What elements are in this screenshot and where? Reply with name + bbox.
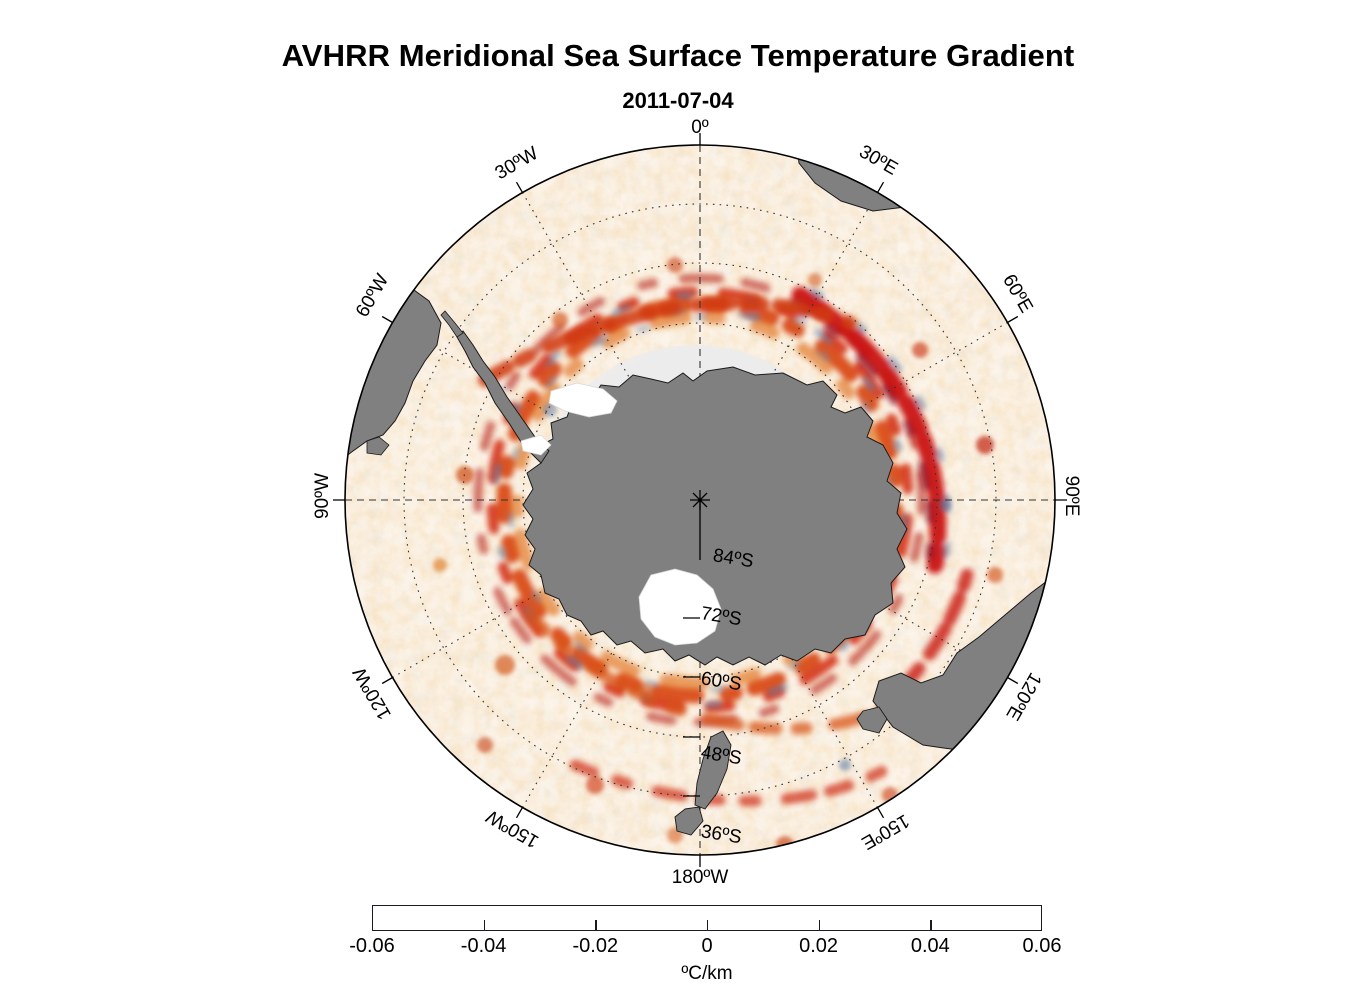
landmasses xyxy=(345,145,1055,836)
colorbar-tick xyxy=(707,920,709,931)
colorbar: -0.06 -0.04 -0.02 0 0.02 0.04 0.06 ºC/km xyxy=(349,905,1061,984)
page-title: AVHRR Meridional Sea Surface Temperature… xyxy=(281,38,1075,73)
figure-date-subtitle: 2011-07-04 xyxy=(622,88,734,113)
colorbar-tick xyxy=(818,920,820,931)
meridian-label-90E: 90ºE xyxy=(1061,475,1082,517)
polar-map: 0º 30ºE 60ºE 90ºE 120ºE 150ºE 180ºW 150º… xyxy=(312,117,1082,888)
colorbar-tick-label: 0 xyxy=(701,935,713,957)
antarctica-landmass xyxy=(522,366,908,666)
antarctic-peninsula xyxy=(456,330,550,464)
meridian-label-180W: 180ºW xyxy=(671,867,729,888)
colorbar-tick-label: -0.02 xyxy=(572,935,619,957)
tasmania-landmass xyxy=(856,706,888,734)
colorbar-tick xyxy=(595,920,597,931)
colorbar-tick-label: 0.04 xyxy=(910,935,950,957)
new-zealand-landmass xyxy=(694,730,732,810)
meridian-label-90W: 90ºW xyxy=(312,472,333,520)
colorbar-unit-label: ºC/km xyxy=(681,963,733,984)
meridian-label-0: 0º xyxy=(691,117,709,138)
colorbar-tick xyxy=(483,920,485,931)
filchner-ronne-ice-shelf xyxy=(548,382,618,418)
ross-ice-shelf xyxy=(638,568,722,646)
colorbar-tick-label: 0.06 xyxy=(1022,935,1062,957)
colorbar-tick-label: 0.02 xyxy=(799,935,839,957)
colorbar-tick-label: -0.06 xyxy=(349,935,395,957)
colorbar-tick-label: -0.04 xyxy=(460,935,507,957)
parallel-ticks xyxy=(683,617,700,797)
colorbar-tick xyxy=(930,920,932,931)
map-svg xyxy=(333,133,1067,867)
